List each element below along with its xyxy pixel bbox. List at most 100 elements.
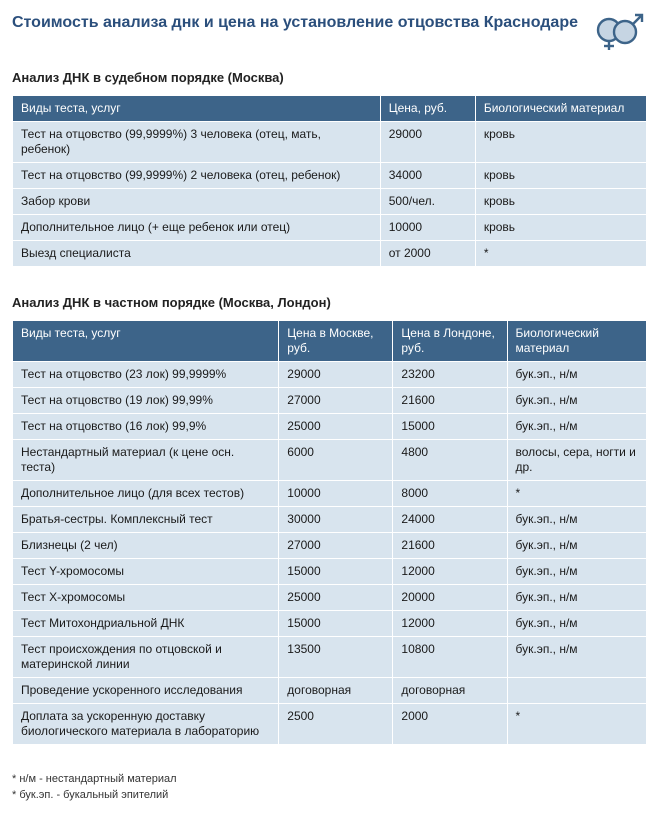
- table-cell: бук.эп., н/м: [507, 507, 647, 533]
- table-row: Нестандартный материал (к цене осн. тест…: [13, 440, 647, 481]
- table-cell: бук.эп., н/м: [507, 414, 647, 440]
- table-row: Тест на отцовство (23 лок) 99,9999%29000…: [13, 362, 647, 388]
- table-cell: бук.эп., н/м: [507, 559, 647, 585]
- table-cell: Выезд специалиста: [13, 241, 381, 267]
- table-row: Тест Y-хромосомы1500012000бук.эп., н/м: [13, 559, 647, 585]
- table-cell: бук.эп., н/м: [507, 388, 647, 414]
- table-cell: 10000: [380, 215, 475, 241]
- table-cell: *: [475, 241, 646, 267]
- table-cell: 27000: [279, 533, 393, 559]
- col-material: Биологический материал: [507, 321, 647, 362]
- table-cell: Тест на отцовство (23 лок) 99,9999%: [13, 362, 279, 388]
- table-cell: кровь: [475, 215, 646, 241]
- table-cell: Тест X-хромосомы: [13, 585, 279, 611]
- table-cell: 24000: [393, 507, 507, 533]
- table-cell: 29000: [380, 122, 475, 163]
- table-cell: Тест Y-хромосомы: [13, 559, 279, 585]
- table-cell: Тест происхождения по отцовской и матери…: [13, 637, 279, 678]
- table-cell: 10800: [393, 637, 507, 678]
- table-cell: 34000: [380, 163, 475, 189]
- table-cell: 13500: [279, 637, 393, 678]
- table-private: Виды теста, услуг Цена в Москве, руб. Це…: [12, 320, 647, 745]
- table-cell: Тест на отцовство (16 лок) 99,9%: [13, 414, 279, 440]
- table-cell: 15000: [279, 559, 393, 585]
- table-cell: 25000: [279, 585, 393, 611]
- table-cell: кровь: [475, 163, 646, 189]
- table-cell: кровь: [475, 122, 646, 163]
- table-cell: Проведение ускоренного исследования: [13, 678, 279, 704]
- table-header-row: Виды теста, услуг Цена в Москве, руб. Це…: [13, 321, 647, 362]
- table-cell: 500/чел.: [380, 189, 475, 215]
- col-material: Биологический материал: [475, 96, 646, 122]
- table-cell: 12000: [393, 611, 507, 637]
- table-row: Выезд специалистаот 2000*: [13, 241, 647, 267]
- table-cell: 8000: [393, 481, 507, 507]
- table-cell: от 2000: [380, 241, 475, 267]
- table-cell: 25000: [279, 414, 393, 440]
- table-row: Близнецы (2 чел)2700021600бук.эп., н/м: [13, 533, 647, 559]
- section1-heading: Анализ ДНК в судебном порядке (Москва): [12, 70, 647, 85]
- table-cell: 15000: [279, 611, 393, 637]
- table-cell: Доплата за ускоренную доставку биологиче…: [13, 704, 279, 745]
- table-row: Тест на отцовство (19 лок) 99,99%2700021…: [13, 388, 647, 414]
- table-cell: Тест на отцовство (99,9999%) 3 человека …: [13, 122, 381, 163]
- table-cell: волосы, сера, ногти и др.: [507, 440, 647, 481]
- footnote: * бук.эп. - букальный эпителий: [12, 789, 647, 801]
- table-row: Тест на отцовство (16 лок) 99,9%25000150…: [13, 414, 647, 440]
- table-cell: 12000: [393, 559, 507, 585]
- table-cell: *: [507, 481, 647, 507]
- table-row: Доплата за ускоренную доставку биологиче…: [13, 704, 647, 745]
- header-row: Стоимость анализа днк и цена на установл…: [12, 10, 647, 52]
- table-cell: Братья-сестры. Комплексный тест: [13, 507, 279, 533]
- table-cell: бук.эп., н/м: [507, 362, 647, 388]
- table-cell: 23200: [393, 362, 507, 388]
- table-cell: 21600: [393, 533, 507, 559]
- table-cell: Дополнительное лицо (для всех тестов): [13, 481, 279, 507]
- table-cell: кровь: [475, 189, 646, 215]
- col-price: Цена, руб.: [380, 96, 475, 122]
- page-title: Стоимость анализа днк и цена на установл…: [12, 14, 589, 32]
- table-cell: Нестандартный материал (к цене осн. тест…: [13, 440, 279, 481]
- table-cell: 30000: [279, 507, 393, 533]
- table-cell: Забор крови: [13, 189, 381, 215]
- col-service: Виды теста, услуг: [13, 96, 381, 122]
- table-cell: Тест Митохондриальной ДНК: [13, 611, 279, 637]
- table-row: Тест на отцовство (99,9999%) 3 человека …: [13, 122, 647, 163]
- footnotes: * н/м - нестандартный материал * бук.эп.…: [12, 773, 647, 801]
- table-cell: 2000: [393, 704, 507, 745]
- table-cell: *: [507, 704, 647, 745]
- table-cell: бук.эп., н/м: [507, 637, 647, 678]
- table-header-row: Виды теста, услуг Цена, руб. Биологическ…: [13, 96, 647, 122]
- table-cell: 10000: [279, 481, 393, 507]
- section2-heading: Анализ ДНК в частном порядке (Москва, Ло…: [12, 295, 647, 310]
- table-cell: Тест на отцовство (99,9999%) 2 человека …: [13, 163, 381, 189]
- table-cell: 4800: [393, 440, 507, 481]
- table-cell: договорная: [279, 678, 393, 704]
- table-cell: 21600: [393, 388, 507, 414]
- col-price-london: Цена в Лондоне, руб.: [393, 321, 507, 362]
- table-cell: Дополнительное лицо (+ еще ребенок или о…: [13, 215, 381, 241]
- table-cell: 2500: [279, 704, 393, 745]
- footnote: * н/м - нестандартный материал: [12, 773, 647, 785]
- table-row: Тест X-хромосомы2500020000бук.эп., н/м: [13, 585, 647, 611]
- table-cell: 6000: [279, 440, 393, 481]
- table-row: Проведение ускоренного исследованиядогов…: [13, 678, 647, 704]
- gender-symbols-icon: [589, 10, 647, 52]
- table-row: Забор крови500/чел.кровь: [13, 189, 647, 215]
- table-cell: 20000: [393, 585, 507, 611]
- table-cell: бук.эп., н/м: [507, 585, 647, 611]
- table-row: Дополнительное лицо (+ еще ребенок или о…: [13, 215, 647, 241]
- table-cell: Тест на отцовство (19 лок) 99,99%: [13, 388, 279, 414]
- col-price-moscow: Цена в Москве, руб.: [279, 321, 393, 362]
- table-cell: 15000: [393, 414, 507, 440]
- col-service: Виды теста, услуг: [13, 321, 279, 362]
- table-cell: 29000: [279, 362, 393, 388]
- table-cell: 27000: [279, 388, 393, 414]
- table-cell: бук.эп., н/м: [507, 533, 647, 559]
- table-row: Братья-сестры. Комплексный тест300002400…: [13, 507, 647, 533]
- table-row: Тест Митохондриальной ДНК1500012000бук.э…: [13, 611, 647, 637]
- table-cell: договорная: [393, 678, 507, 704]
- table-cell: бук.эп., н/м: [507, 611, 647, 637]
- table-cell: Близнецы (2 чел): [13, 533, 279, 559]
- table-cell: [507, 678, 647, 704]
